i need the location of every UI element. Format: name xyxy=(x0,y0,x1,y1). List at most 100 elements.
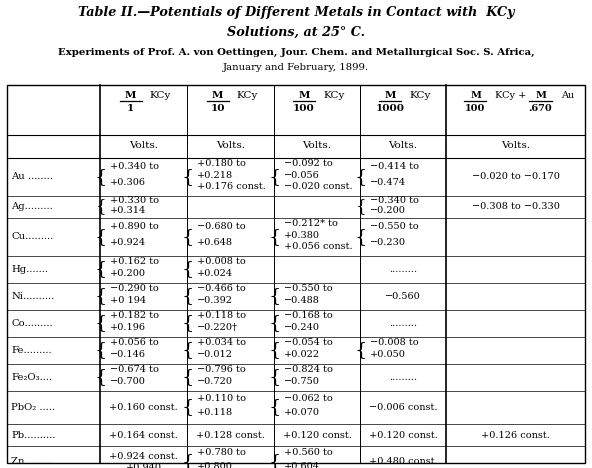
Text: +0.648: +0.648 xyxy=(197,238,233,247)
Text: −0.092 to: −0.092 to xyxy=(284,159,333,168)
Text: +0.314: +0.314 xyxy=(110,206,146,215)
Text: 100: 100 xyxy=(465,104,485,113)
Text: −0.340 to: −0.340 to xyxy=(370,196,419,205)
Text: {: { xyxy=(269,314,281,332)
Text: +0.180 to: +0.180 to xyxy=(197,159,246,168)
Text: +0.126 const.: +0.126 const. xyxy=(481,431,550,439)
Text: Volts.: Volts. xyxy=(388,141,417,150)
Text: Co.........: Co......... xyxy=(11,319,53,328)
Text: +0.890 to: +0.890 to xyxy=(110,222,159,231)
Text: +0.070: +0.070 xyxy=(284,408,320,417)
Text: +0.800: +0.800 xyxy=(197,462,233,468)
Text: −0.466 to: −0.466 to xyxy=(197,285,246,293)
Text: +0.924: +0.924 xyxy=(110,238,146,247)
Text: +0.008 to: +0.008 to xyxy=(197,257,246,266)
Text: +0.024: +0.024 xyxy=(197,269,233,278)
Text: {: { xyxy=(182,314,194,332)
Text: −0.020 to −0.170: −0.020 to −0.170 xyxy=(472,173,559,182)
Text: {: { xyxy=(182,168,194,186)
Text: +0.196: +0.196 xyxy=(110,323,146,332)
Text: +0.200: +0.200 xyxy=(110,269,146,278)
Text: +0.176 const.: +0.176 const. xyxy=(197,183,266,191)
Text: KCy +: KCy + xyxy=(496,91,527,100)
Text: {: { xyxy=(96,198,107,215)
Text: +0.056 const.: +0.056 const. xyxy=(284,242,353,251)
Text: −0.212* to: −0.212* to xyxy=(284,219,338,228)
Text: −0.474: −0.474 xyxy=(370,178,406,187)
Text: +0.034 to: +0.034 to xyxy=(197,338,246,347)
Text: Zn ........: Zn ........ xyxy=(11,458,53,467)
Text: {: { xyxy=(95,368,107,387)
Text: +0.162 to: +0.162 to xyxy=(110,257,159,266)
Text: Ni..........: Ni.......... xyxy=(11,292,54,301)
Text: {: { xyxy=(182,368,194,387)
Text: −0.308 to −0.330: −0.308 to −0.330 xyxy=(472,203,559,212)
Text: Experiments of Prof. A. von Oettingen, Jour. Chem. and Metallurgical Soc. S. Afr: Experiments of Prof. A. von Oettingen, J… xyxy=(57,48,535,57)
Text: −0.824 to: −0.824 to xyxy=(284,366,333,374)
Text: Volts.: Volts. xyxy=(303,141,332,150)
Text: +0.218: +0.218 xyxy=(197,171,233,180)
Text: {: { xyxy=(269,168,281,186)
Text: −0.146: −0.146 xyxy=(110,350,146,359)
Text: Fe₂O₃....: Fe₂O₃.... xyxy=(11,373,52,382)
Text: {: { xyxy=(355,228,367,246)
Text: Fe.........: Fe......... xyxy=(11,346,52,355)
Bar xyxy=(7,85,585,463)
Text: M: M xyxy=(384,91,395,100)
Text: −0.550 to: −0.550 to xyxy=(370,222,419,231)
Text: {: { xyxy=(95,342,107,359)
Text: {: { xyxy=(356,198,367,215)
Text: +0.160 const.: +0.160 const. xyxy=(109,403,178,412)
Text: M: M xyxy=(125,91,136,100)
Text: 100: 100 xyxy=(293,104,315,113)
Text: −0.674 to: −0.674 to xyxy=(110,366,159,374)
Text: {: { xyxy=(182,228,194,246)
Text: −0.240: −0.240 xyxy=(284,323,320,332)
Text: PbO₂ .....: PbO₂ ..... xyxy=(11,403,55,412)
Text: .........: ......... xyxy=(389,373,417,382)
Text: +0.306: +0.306 xyxy=(110,178,146,187)
Text: +0.560 to: +0.560 to xyxy=(284,448,333,457)
Text: −0.200: −0.200 xyxy=(370,206,406,215)
Text: +0.940: +0.940 xyxy=(126,463,162,468)
Text: M: M xyxy=(298,91,310,100)
Text: KCy: KCy xyxy=(323,91,345,100)
Text: −0.750: −0.750 xyxy=(284,377,320,386)
Text: Solutions, at 25° C.: Solutions, at 25° C. xyxy=(227,26,365,39)
Text: +0.118 to: +0.118 to xyxy=(197,311,246,321)
Text: −0.012: −0.012 xyxy=(197,350,233,359)
Text: −0.414 to: −0.414 to xyxy=(370,162,419,171)
Text: {: { xyxy=(182,261,194,278)
Text: {: { xyxy=(269,342,281,359)
Text: −0.488: −0.488 xyxy=(284,296,320,305)
Text: +0.120 const.: +0.120 const. xyxy=(282,431,352,439)
Text: 10: 10 xyxy=(210,104,225,113)
Text: {: { xyxy=(95,261,107,278)
Text: {: { xyxy=(182,342,194,359)
Text: +0.182 to: +0.182 to xyxy=(110,311,159,321)
Text: +0.164 const.: +0.164 const. xyxy=(109,431,178,439)
Text: −0.230: −0.230 xyxy=(370,238,406,247)
Text: +0.120 const.: +0.120 const. xyxy=(369,431,437,439)
Text: −0.220†: −0.220† xyxy=(197,323,238,332)
Text: −0.056: −0.056 xyxy=(284,171,320,180)
Text: .........: ......... xyxy=(389,319,417,328)
Text: Volts.: Volts. xyxy=(129,141,158,150)
Text: −0.560: −0.560 xyxy=(385,292,421,301)
Text: {: { xyxy=(182,398,194,417)
Text: +0.128 const.: +0.128 const. xyxy=(196,431,265,439)
Text: −0.008 to: −0.008 to xyxy=(370,338,419,347)
Text: Hg.......: Hg....... xyxy=(11,265,48,274)
Text: {: { xyxy=(269,398,281,417)
Text: −0.796 to: −0.796 to xyxy=(197,366,246,374)
Text: 1: 1 xyxy=(127,104,134,113)
Text: +0.480 const.: +0.480 const. xyxy=(369,458,437,467)
Text: −0.550 to: −0.550 to xyxy=(284,285,333,293)
Text: −0.290 to: −0.290 to xyxy=(110,285,159,293)
Text: −0.168 to: −0.168 to xyxy=(284,311,333,321)
Text: +0.780 to: +0.780 to xyxy=(197,448,246,457)
Text: M: M xyxy=(470,91,481,100)
Text: {: { xyxy=(355,342,367,359)
Text: Volts.: Volts. xyxy=(216,141,245,150)
Text: +0.330 to: +0.330 to xyxy=(110,196,159,205)
